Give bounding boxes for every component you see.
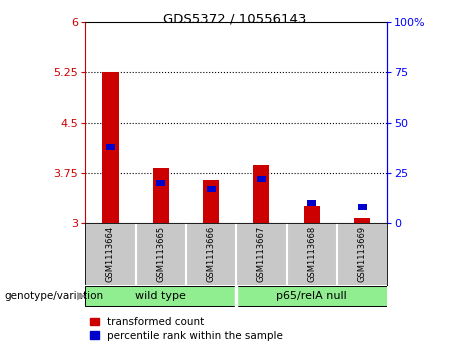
Bar xyxy=(257,176,266,182)
Bar xyxy=(307,200,316,206)
Text: GSM1113667: GSM1113667 xyxy=(257,226,266,282)
Bar xyxy=(304,207,320,223)
Bar xyxy=(85,286,236,306)
Text: genotype/variation: genotype/variation xyxy=(5,291,104,301)
Text: GSM1113668: GSM1113668 xyxy=(307,226,316,282)
Text: ▶: ▶ xyxy=(77,291,85,301)
Bar xyxy=(236,286,387,306)
Text: GSM1113664: GSM1113664 xyxy=(106,226,115,282)
Bar xyxy=(254,165,270,223)
Bar xyxy=(153,168,169,223)
Bar xyxy=(102,72,118,223)
Text: GSM1113665: GSM1113665 xyxy=(156,226,165,282)
Bar xyxy=(106,144,115,150)
Bar xyxy=(354,218,370,223)
Bar xyxy=(156,180,165,186)
Text: wild type: wild type xyxy=(136,291,186,301)
Bar xyxy=(358,204,366,210)
Bar xyxy=(203,180,219,223)
Bar xyxy=(207,186,216,192)
Legend: transformed count, percentile rank within the sample: transformed count, percentile rank withi… xyxy=(90,317,283,340)
Text: GSM1113669: GSM1113669 xyxy=(358,226,366,282)
Text: p65/relA null: p65/relA null xyxy=(277,291,347,301)
Text: GSM1113666: GSM1113666 xyxy=(207,226,216,282)
Text: GDS5372 / 10556143: GDS5372 / 10556143 xyxy=(163,13,307,26)
